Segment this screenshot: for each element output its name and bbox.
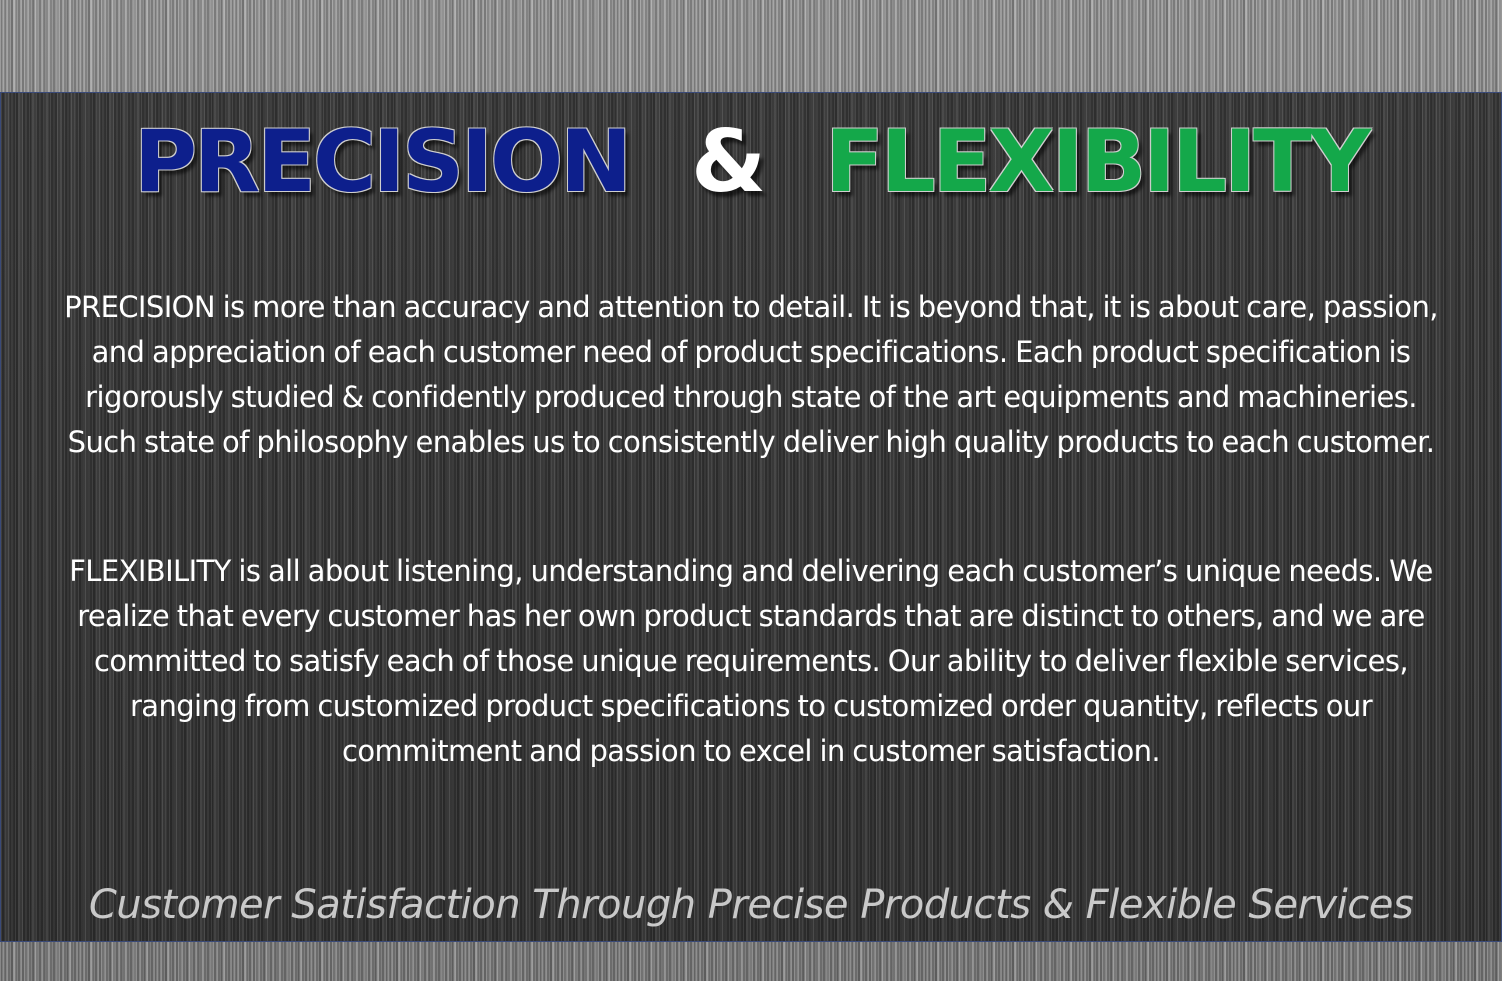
- headline-precision: PRECISION: [133, 112, 632, 212]
- precision-paragraph: PRECISION is more than accuracy and atte…: [64, 290, 1438, 459]
- headline-flexibility: FLEXIBILITY: [825, 112, 1371, 212]
- content-panel: [0, 92, 1502, 942]
- flexibility-paragraph: FLEXIBILITY is all about listening, unde…: [69, 554, 1433, 768]
- tagline: Customer Satisfaction Through Precise Pr…: [88, 882, 1414, 928]
- headline: PRECISION & FLEXIBILITY: [0, 112, 1502, 212]
- headline-ampersand: &: [691, 112, 766, 212]
